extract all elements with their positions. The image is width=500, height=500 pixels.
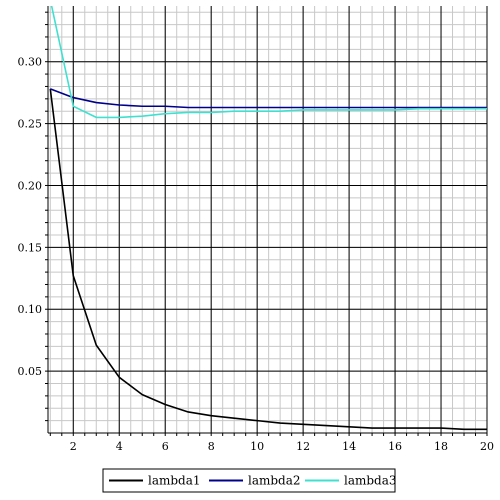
legend-label-lambda1: lambda1 bbox=[148, 474, 201, 488]
x-tick-label: 10 bbox=[250, 440, 264, 453]
axes bbox=[45, 6, 488, 436]
legend-box bbox=[102, 468, 396, 493]
x-tick-label: 20 bbox=[480, 440, 494, 453]
x-tick-label: 8 bbox=[208, 440, 215, 453]
y-tick-label: 0.10 bbox=[18, 303, 43, 316]
x-tick-label: 4 bbox=[116, 440, 123, 453]
x-tick-label: 14 bbox=[342, 440, 356, 453]
y-tick-label: 0.20 bbox=[18, 179, 43, 192]
x-tick-label: 2 bbox=[70, 440, 77, 453]
series-line-lambda1 bbox=[49, 88, 487, 431]
tick-labels: 2 4 6 8 10 12 14 16 18 20 0.05 0.10 0.15 0.20 0.25 0.30 bbox=[18, 56, 495, 453]
major-gridlines bbox=[48, 6, 488, 433]
legend-label-lambda3: lambda3 bbox=[344, 474, 397, 488]
y-tick-label: 0.15 bbox=[18, 241, 43, 254]
x-tick-label: 18 bbox=[434, 440, 448, 453]
x-tick-label: 6 bbox=[162, 440, 169, 453]
y-tick-label: 0.05 bbox=[18, 365, 43, 378]
y-tick-label: 0.30 bbox=[18, 56, 43, 69]
legend: lambda1 lambda2 lambda3 bbox=[102, 468, 397, 493]
legend-label-lambda2: lambda2 bbox=[248, 474, 301, 488]
series-lines bbox=[49, 6, 487, 431]
x-tick-label: 16 bbox=[388, 440, 402, 453]
series-line-lambda3 bbox=[50, 6, 487, 119]
series-line-lambda2 bbox=[50, 88, 487, 109]
x-tick-label: 12 bbox=[296, 440, 310, 453]
y-tick-label: 0.25 bbox=[18, 118, 43, 131]
